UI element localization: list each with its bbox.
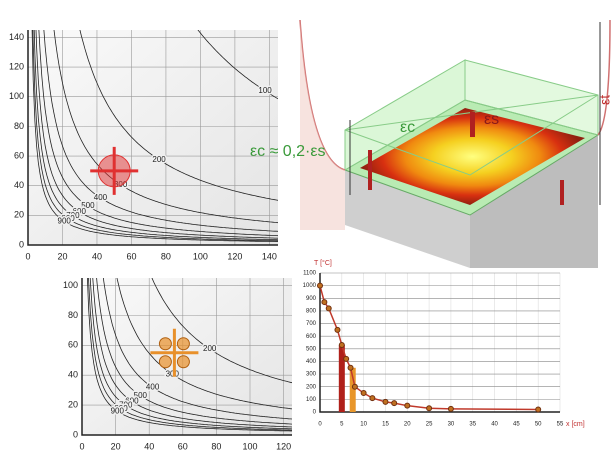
x-tick-label: 60: [126, 251, 136, 261]
point: [536, 407, 541, 412]
target-part: [159, 356, 171, 368]
y-tick-label: 900: [306, 296, 317, 302]
target-part: [159, 338, 171, 350]
y-tick-label: 120: [9, 61, 24, 71]
x-tick-label: 15: [382, 422, 389, 428]
x-tick-label: 60: [178, 441, 188, 450]
y-tick-label: 300: [306, 372, 317, 378]
y-tick-label: 0: [313, 410, 317, 416]
y-tick-label: 0: [73, 429, 78, 439]
point: [370, 396, 375, 401]
point: [427, 406, 432, 411]
x-tick-label: 55: [557, 422, 564, 428]
label-eps-c: εc: [400, 119, 415, 136]
target-part: [177, 338, 189, 350]
y-tick-label: 20: [68, 399, 78, 409]
x-tick-label: 30: [448, 422, 455, 428]
x-tick-label: 10: [360, 422, 367, 428]
rebar: [368, 150, 372, 190]
point: [448, 406, 453, 411]
contour-label: 900: [58, 217, 72, 226]
contour-label: 400: [94, 193, 108, 202]
y-tick-label: 1100: [303, 271, 317, 277]
y-tick-label: 20: [14, 210, 24, 220]
point: [405, 403, 410, 408]
y-tick-label: 40: [68, 370, 78, 380]
point: [361, 391, 366, 396]
x-tick-label: 50: [535, 422, 542, 428]
y-tick-label: 140: [9, 32, 24, 42]
y-tick-label: 80: [14, 121, 24, 131]
contour-label: 200: [203, 344, 217, 353]
x-tick-label: 45: [513, 422, 520, 428]
y-tick-label: 700: [306, 321, 317, 327]
y-tick-label: 40: [14, 180, 24, 190]
x-tick-label: 40: [491, 422, 498, 428]
y-tick-label: 400: [306, 359, 317, 365]
diagram: εc εs εc ≈ 0,2·εs εt: [250, 20, 613, 268]
label-eps-t: εt: [597, 95, 613, 105]
point: [344, 356, 349, 361]
x-tick-label: 100: [242, 441, 257, 450]
x-tick-label: 0: [25, 251, 30, 261]
y-tick-label: 100: [9, 91, 24, 101]
x-tick-label: 40: [92, 251, 102, 261]
x-tick-label: 120: [227, 251, 242, 261]
y-tick-label: 80: [68, 310, 78, 320]
figure: εc εs εc ≈ 0,2·εs εt 0204060801001201400…: [0, 0, 614, 450]
y-tick-label: 600: [306, 334, 317, 340]
x-tick-label: 140: [262, 251, 277, 261]
contour-label: 300: [166, 369, 180, 378]
point: [392, 401, 397, 406]
x-axis-title: x [cm]: [566, 421, 585, 428]
rebar: [560, 180, 564, 205]
point: [326, 306, 331, 311]
y-tick-label: 200: [306, 384, 317, 390]
y-tick-label: 800: [306, 308, 317, 314]
x-tick-label: 80: [161, 251, 171, 261]
x-tick-label: 100: [193, 251, 208, 261]
x-tick-label: 20: [404, 422, 411, 428]
y-tick-label: 1000: [303, 283, 317, 289]
y-tick-label: 0: [19, 239, 24, 249]
label-eps-s: εs: [484, 111, 499, 128]
strain-area: [300, 20, 345, 230]
contour-label: 100: [258, 86, 272, 95]
bar: [339, 345, 345, 412]
y-axis-title: T [°C]: [314, 259, 332, 267]
x-tick-label: 20: [111, 441, 121, 450]
x-tick-label: 80: [211, 441, 221, 450]
x-tick-label: 20: [57, 251, 67, 261]
x-tick-label: 0: [79, 441, 84, 450]
point: [322, 300, 327, 305]
contour-label: 200: [152, 155, 166, 164]
x-tick-label: 35: [469, 422, 476, 428]
point: [339, 343, 344, 348]
x-tick-label: 40: [144, 441, 154, 450]
relation: εc ≈ 0,2·εs: [250, 143, 326, 160]
point: [352, 384, 357, 389]
point: [318, 283, 323, 288]
y-tick-label: 500: [306, 346, 317, 352]
target-part: [177, 356, 189, 368]
y-tick-label: 60: [68, 340, 78, 350]
point: [348, 365, 353, 370]
x-tick-label: 120: [276, 441, 291, 450]
contour-label: 900: [111, 406, 125, 415]
point: [335, 327, 340, 332]
x-tick-label: 25: [426, 422, 433, 428]
rebar: [470, 112, 475, 137]
contour-label: 400: [146, 383, 160, 392]
y-tick-label: 60: [14, 150, 24, 160]
y-tick-label: 100: [306, 397, 317, 403]
y-tick-label: 100: [63, 280, 78, 290]
point: [383, 399, 388, 404]
